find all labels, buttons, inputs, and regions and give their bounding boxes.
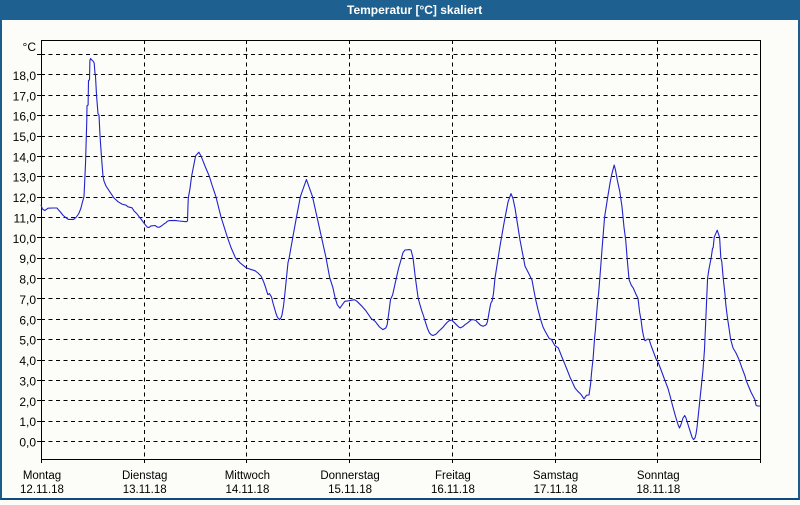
svg-text:5,0: 5,0 [19, 334, 36, 348]
svg-text:°C: °C [23, 40, 37, 54]
svg-text:18,0: 18,0 [13, 69, 37, 83]
svg-text:13.11.18: 13.11.18 [123, 484, 167, 496]
svg-text:2,0: 2,0 [19, 395, 36, 409]
svg-text:1,0: 1,0 [19, 415, 36, 429]
svg-text:7,0: 7,0 [19, 293, 36, 307]
svg-text:17,0: 17,0 [13, 89, 37, 103]
svg-text:Samstag: Samstag [533, 470, 578, 482]
svg-text:0,0: 0,0 [19, 436, 36, 450]
svg-text:14.11.18: 14.11.18 [225, 484, 269, 496]
svg-text:15,0: 15,0 [13, 130, 37, 144]
svg-text:17.11.18: 17.11.18 [534, 484, 578, 496]
svg-text:9,0: 9,0 [19, 252, 36, 266]
svg-text:Freitag: Freitag [435, 470, 471, 482]
svg-text:8,0: 8,0 [19, 273, 36, 287]
svg-text:12,0: 12,0 [13, 191, 37, 205]
svg-text:Sonntag: Sonntag [637, 470, 680, 482]
svg-text:14,0: 14,0 [13, 150, 37, 164]
svg-text:Mittwoch: Mittwoch [225, 470, 270, 482]
svg-text:18.11.18: 18.11.18 [636, 484, 680, 496]
svg-text:3,0: 3,0 [19, 374, 36, 388]
svg-text:Donnerstag: Donnerstag [320, 470, 379, 482]
svg-text:Dienstag: Dienstag [122, 470, 167, 482]
svg-text:12.11.18: 12.11.18 [20, 484, 64, 496]
svg-text:6,0: 6,0 [19, 313, 36, 327]
svg-text:11,0: 11,0 [14, 212, 37, 226]
svg-text:16,0: 16,0 [13, 110, 37, 124]
svg-text:15.11.18: 15.11.18 [328, 484, 372, 496]
svg-text:13,0: 13,0 [13, 171, 37, 185]
svg-text:4,0: 4,0 [19, 354, 36, 368]
svg-text:10,0: 10,0 [13, 232, 37, 246]
svg-text:Montag: Montag [23, 470, 61, 482]
svg-text:16.11.18: 16.11.18 [431, 484, 475, 496]
